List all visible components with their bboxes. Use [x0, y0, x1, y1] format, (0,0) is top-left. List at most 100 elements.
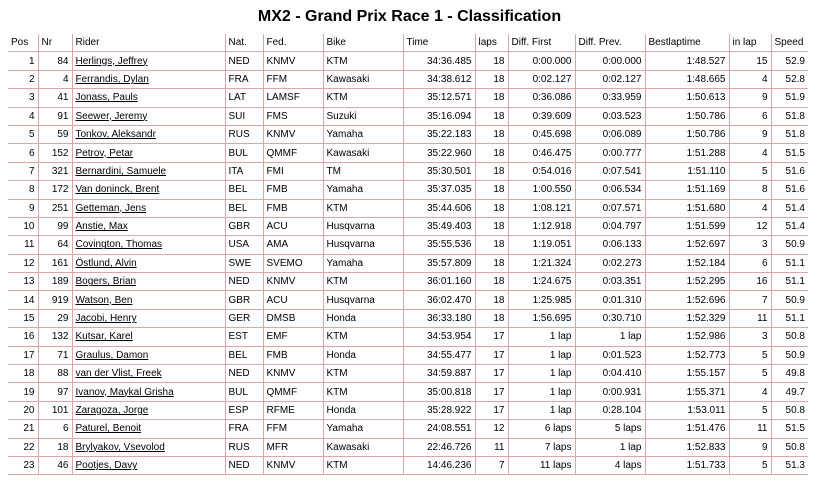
- rider-cell[interactable]: Anstie, Max: [72, 217, 226, 237]
- laps-cell: 11: [475, 438, 509, 457]
- fed-cell: DMSB: [263, 309, 324, 329]
- time-cell: 34:36.485: [403, 51, 476, 71]
- bike-cell: KTM: [323, 456, 404, 476]
- speed-cell: 51.4: [771, 217, 808, 237]
- result-row: 13 189 Bogers, Brian NED KNMV KTM 36:01.160 18 1…: [8, 272, 808, 292]
- time-cell: 35:22.183: [403, 125, 476, 145]
- rider-cell[interactable]: Kutsar, Karel: [72, 327, 226, 347]
- diff-first-cell: 0:39.609: [508, 107, 576, 126]
- diff-prev-cell: 0:03.351: [575, 272, 646, 292]
- in-lap-cell: 3: [729, 327, 772, 347]
- in-lap-cell: 9: [729, 438, 772, 457]
- rider-cell[interactable]: Zaragoza, Jorge: [72, 401, 226, 421]
- diff-first-cell: 1:08.121: [508, 199, 576, 218]
- in-lap-cell: 5: [729, 162, 772, 182]
- pos-cell: 9: [8, 199, 39, 218]
- result-row: 19 97 Ivanov, Maykal Grisha BUL QMMF KTM 35:00…: [8, 382, 808, 402]
- diff-first-cell: 1 lap: [508, 346, 576, 366]
- laps-cell: 18: [475, 143, 509, 163]
- rider-cell[interactable]: Ferrandis, Dylan: [72, 70, 226, 90]
- rider-cell[interactable]: Graulus, Damon: [72, 346, 226, 366]
- in-lap-cell: 16: [729, 272, 772, 292]
- fed-cell: KNMV: [263, 364, 324, 384]
- laps-cell: 18: [475, 217, 509, 237]
- nat-cell: GBR: [225, 290, 264, 310]
- nr-cell: 321: [38, 162, 73, 182]
- diff-first-cell: 1 lap: [508, 327, 576, 347]
- rider-cell[interactable]: Ivanov, Maykal Grisha: [72, 382, 226, 402]
- nat-cell: NED: [225, 272, 264, 292]
- time-cell: 34:38.612: [403, 70, 476, 90]
- rider-cell[interactable]: Tonkov, Aleksandr: [72, 125, 226, 145]
- nr-cell: 71: [38, 346, 73, 366]
- nr-cell: 251: [38, 199, 73, 218]
- in-lap-cell: 6: [729, 107, 772, 126]
- speed-cell: 51.5: [771, 143, 808, 163]
- column-header: laps: [475, 34, 509, 53]
- in-lap-cell: 12: [729, 217, 772, 237]
- rider-cell[interactable]: Jacobi, Henry: [72, 309, 226, 329]
- rider-cell[interactable]: Paturel, Benoit: [72, 419, 226, 439]
- best-lap-cell: 1:51.680: [645, 199, 730, 218]
- best-lap-cell: 1:51.599: [645, 217, 730, 237]
- pos-cell: 3: [8, 88, 39, 108]
- rider-cell[interactable]: Pootjes, Davy: [72, 456, 226, 476]
- bike-cell: Husqvarna: [323, 290, 404, 310]
- pos-cell: 8: [8, 180, 39, 200]
- rider-cell[interactable]: Bernardini, Samuele: [72, 162, 226, 182]
- rider-cell[interactable]: Covington, Thomas: [72, 235, 226, 255]
- best-lap-cell: 1:51.110: [645, 162, 730, 182]
- bike-cell: Honda: [323, 346, 404, 366]
- best-lap-cell: 1:52.696: [645, 290, 730, 310]
- pos-cell: 11: [8, 235, 39, 255]
- diff-prev-cell: 0:28.104: [575, 401, 646, 421]
- laps-cell: 7: [475, 456, 509, 476]
- nat-cell: ESP: [225, 401, 264, 421]
- nr-cell: 161: [38, 254, 73, 274]
- nat-cell: RUS: [225, 438, 264, 457]
- rider-cell[interactable]: Van doninck, Brent: [72, 180, 226, 200]
- speed-cell: 51.8: [771, 125, 808, 145]
- rider-cell[interactable]: Östlund, Alvin: [72, 254, 226, 274]
- nr-cell: 99: [38, 217, 73, 237]
- laps-cell: 17: [475, 382, 509, 402]
- pos-cell: 23: [8, 456, 39, 476]
- result-row: 14 919 Watson, Ben GBR ACU Husqvarna 36:02.470…: [8, 290, 808, 310]
- time-cell: 35:12.571: [403, 88, 476, 108]
- diff-prev-cell: 0:01.310: [575, 290, 646, 310]
- rider-cell[interactable]: Jonass, Pauls: [72, 88, 226, 108]
- time-cell: 35:57.809: [403, 254, 476, 274]
- nr-cell: 59: [38, 125, 73, 145]
- laps-cell: 18: [475, 254, 509, 274]
- rider-cell[interactable]: Getteman, Jens: [72, 199, 226, 218]
- best-lap-cell: 1:51.288: [645, 143, 730, 163]
- result-row: 10 99 Anstie, Max GBR ACU Husqvarna 35:49.403 1…: [8, 217, 808, 237]
- nr-cell: 189: [38, 272, 73, 292]
- bike-cell: Husqvarna: [323, 217, 404, 237]
- rider-cell[interactable]: Watson, Ben: [72, 290, 226, 310]
- rider-cell[interactable]: Brylyakov, Vsevolod: [72, 438, 226, 457]
- rider-cell[interactable]: van der Vlist, Freek: [72, 364, 226, 384]
- nr-cell: 46: [38, 456, 73, 476]
- nat-cell: EST: [225, 327, 264, 347]
- time-cell: 14:46.236: [403, 456, 476, 476]
- diff-prev-cell: 0:00.777: [575, 143, 646, 163]
- pos-cell: 6: [8, 143, 39, 163]
- pos-cell: 17: [8, 346, 39, 366]
- rider-cell[interactable]: Petrov, Petar: [72, 143, 226, 163]
- rider-cell[interactable]: Bogers, Brian: [72, 272, 226, 292]
- diff-prev-cell: 5 laps: [575, 419, 646, 439]
- rider-cell[interactable]: Seewer, Jeremy: [72, 107, 226, 126]
- time-cell: 34:55.477: [403, 346, 476, 366]
- nat-cell: FRA: [225, 70, 264, 90]
- speed-cell: 50.8: [771, 438, 808, 457]
- best-lap-cell: 1:51.733: [645, 456, 730, 476]
- speed-cell: 49.7: [771, 382, 808, 402]
- rider-cell[interactable]: Herlings, Jeffrey: [72, 51, 226, 71]
- best-lap-cell: 1:52.329: [645, 309, 730, 329]
- diff-prev-cell: 0:01.523: [575, 346, 646, 366]
- best-lap-cell: 1:51.476: [645, 419, 730, 439]
- bike-cell: Honda: [323, 309, 404, 329]
- result-row: 6 152 Petrov, Petar BUL QMMF Kawasaki 35:22.96…: [8, 143, 808, 163]
- pos-cell: 1: [8, 51, 39, 71]
